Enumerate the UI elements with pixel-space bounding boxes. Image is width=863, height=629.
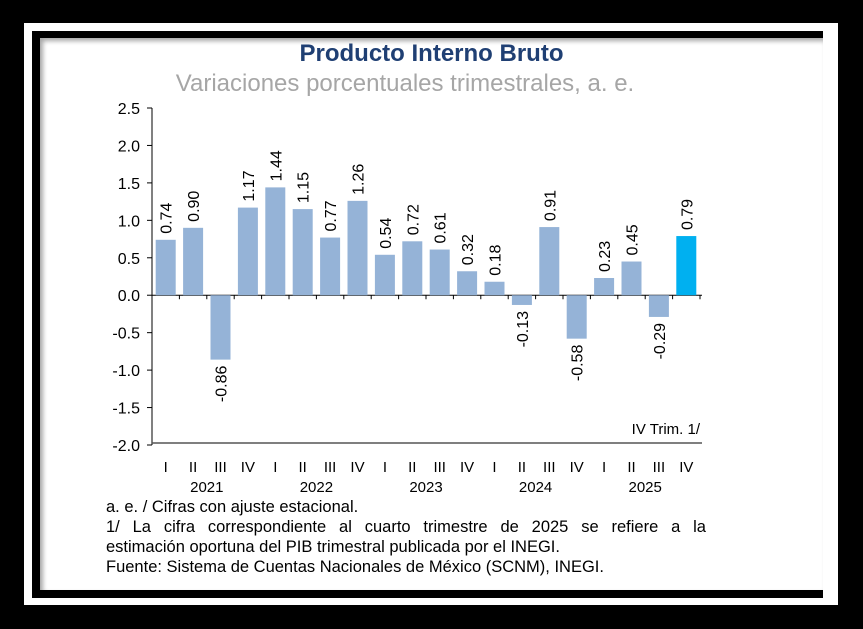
y-tick-label: -0.5 bbox=[112, 326, 140, 343]
bar bbox=[237, 207, 258, 296]
data-label: 1.26 bbox=[351, 164, 368, 195]
data-label: 0.23 bbox=[597, 241, 614, 272]
bar bbox=[320, 237, 341, 296]
data-label: -0.86 bbox=[214, 366, 231, 403]
chart-panel bbox=[40, 38, 823, 590]
quarter-label: IV bbox=[460, 459, 474, 476]
year-label: 2023 bbox=[409, 479, 442, 496]
data-label: 0.90 bbox=[186, 191, 203, 222]
data-label: 0.74 bbox=[159, 203, 176, 234]
bar bbox=[374, 254, 395, 296]
bar bbox=[511, 295, 532, 305]
note-source: Fuente: Sistema de Cuentas Nacionales de… bbox=[106, 558, 604, 576]
quarter-label: II bbox=[189, 459, 197, 476]
note-1-cont: estimación oportuna del PIB trimestral p… bbox=[106, 538, 560, 556]
year-label: 2025 bbox=[629, 479, 662, 496]
y-tick-label: -1.5 bbox=[112, 401, 140, 418]
bar bbox=[539, 227, 560, 296]
chart-title: Producto Interno Bruto bbox=[299, 40, 564, 67]
bar bbox=[566, 295, 587, 339]
data-label: -0.29 bbox=[652, 323, 669, 360]
bar bbox=[648, 295, 669, 317]
bar bbox=[402, 241, 423, 296]
data-label: 0.54 bbox=[378, 218, 395, 249]
y-tick-label: 0.5 bbox=[118, 251, 140, 268]
bar bbox=[429, 249, 450, 296]
annotation: IV Trim. 1/ bbox=[632, 421, 701, 438]
year-label: 2021 bbox=[190, 479, 223, 496]
data-label: 0.32 bbox=[460, 234, 477, 265]
bar bbox=[292, 209, 313, 296]
quarter-label: I bbox=[383, 459, 387, 476]
year-label: 2024 bbox=[519, 479, 552, 496]
quarter-label: II bbox=[627, 459, 635, 476]
bar bbox=[155, 239, 176, 296]
data-label: 0.72 bbox=[405, 204, 422, 235]
quarter-label: III bbox=[214, 459, 227, 476]
quarter-label: III bbox=[324, 459, 337, 476]
data-label: 1.44 bbox=[268, 150, 285, 181]
year-label: 2022 bbox=[300, 479, 333, 496]
quarter-label: I bbox=[273, 459, 277, 476]
bar bbox=[457, 271, 478, 296]
quarter-label: I bbox=[602, 459, 606, 476]
bar bbox=[676, 236, 697, 296]
data-label: 0.79 bbox=[679, 199, 696, 230]
chart-notes: a. e. / Cifras con ajuste estacional. 1/… bbox=[106, 497, 706, 577]
quarter-label: IV bbox=[350, 459, 364, 476]
quarter-label: IV bbox=[570, 459, 584, 476]
y-tick-label: 0.0 bbox=[118, 288, 140, 305]
bar bbox=[621, 261, 642, 296]
quarter-label: I bbox=[492, 459, 496, 476]
note-ae: a. e. / Cifras con ajuste estacional. bbox=[106, 498, 359, 516]
quarter-label: III bbox=[653, 459, 666, 476]
quarter-label: IV bbox=[241, 459, 255, 476]
data-label: 0.18 bbox=[488, 245, 505, 276]
y-tick-label: 2.0 bbox=[118, 138, 140, 155]
quarter-label: II bbox=[299, 459, 307, 476]
y-tick-label: 1.5 bbox=[118, 176, 140, 193]
data-label: 1.15 bbox=[296, 172, 313, 203]
y-tick-label: 2.5 bbox=[118, 101, 140, 118]
bar bbox=[265, 187, 286, 296]
bar bbox=[183, 227, 204, 296]
bar bbox=[210, 295, 231, 360]
quarter-label: II bbox=[408, 459, 416, 476]
quarter-label: III bbox=[543, 459, 556, 476]
data-label: 1.17 bbox=[241, 170, 258, 201]
data-label: 0.45 bbox=[625, 224, 642, 255]
quarter-label: II bbox=[518, 459, 526, 476]
note-1: 1/ La cifra correspondiente al cuarto tr… bbox=[106, 518, 706, 536]
data-label: -0.13 bbox=[515, 311, 532, 348]
quarter-label: III bbox=[433, 459, 446, 476]
data-label: 0.91 bbox=[542, 190, 559, 221]
bar bbox=[347, 200, 368, 296]
data-label: 0.61 bbox=[433, 212, 450, 243]
y-tick-label: -2.0 bbox=[112, 438, 140, 455]
data-label: -0.58 bbox=[570, 345, 587, 382]
quarter-label: I bbox=[164, 459, 168, 476]
chart-subtitle: Variaciones porcentuales trimestrales, a… bbox=[175, 70, 635, 97]
y-tick-label: 1.0 bbox=[118, 213, 140, 230]
data-label: 0.77 bbox=[323, 200, 340, 231]
quarter-label: IV bbox=[679, 459, 693, 476]
y-tick-label: -1.0 bbox=[112, 363, 140, 380]
bar bbox=[484, 281, 505, 296]
bar bbox=[594, 277, 615, 296]
